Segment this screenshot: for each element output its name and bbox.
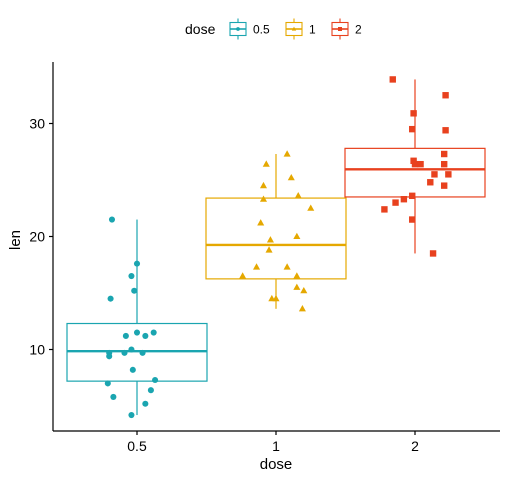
legend-title: dose (185, 21, 216, 37)
y-tick-label: 10 (29, 342, 45, 358)
data-point (440, 150, 448, 158)
group-2 (205, 150, 347, 312)
data-point (253, 263, 261, 270)
data-point (129, 366, 136, 373)
data-point (150, 329, 157, 336)
x-tick-label: 2 (411, 438, 419, 454)
legend-key-marker (338, 27, 342, 31)
data-point (409, 192, 416, 200)
data-point (442, 127, 449, 134)
group-3 (344, 76, 486, 257)
data-point (381, 206, 388, 213)
box (344, 147, 486, 198)
y-tick-label: 20 (29, 229, 45, 245)
data-point (257, 219, 265, 226)
legend: dose 0.5 1 2 (185, 18, 362, 40)
data-point (266, 236, 274, 243)
data-point (410, 157, 417, 164)
y-tick-label: 30 (29, 116, 45, 132)
data-point (440, 160, 448, 168)
legend-label: 1 (309, 23, 316, 37)
x-tick-label: 0.5 (127, 438, 147, 454)
data-point (283, 150, 291, 157)
data-point (409, 216, 416, 223)
data-point (287, 173, 295, 181)
data-point (307, 204, 315, 211)
data-point (293, 283, 301, 290)
data-point (283, 263, 291, 270)
data-point (427, 179, 434, 186)
data-point (142, 400, 149, 407)
x-axis-title: dose (260, 456, 293, 473)
data-point (106, 353, 113, 360)
data-point (431, 171, 438, 178)
legend-label: 0.5 (253, 23, 270, 37)
data-point (259, 195, 268, 202)
data-point (128, 412, 135, 419)
data-point (392, 199, 399, 206)
data-point (142, 332, 149, 339)
axes: 10 20 30 0.5 1 2 (29, 62, 500, 454)
legend-item-3: 2 (331, 18, 362, 40)
data-point (417, 160, 424, 168)
data-point (265, 246, 273, 253)
data-point (108, 216, 116, 223)
legend-label: 2 (355, 23, 362, 37)
data-point (128, 273, 135, 280)
data-point (389, 76, 396, 83)
data-point (409, 125, 416, 133)
data-point (300, 286, 308, 294)
data-point (107, 295, 114, 302)
legend-item-1: 0.5 (229, 18, 270, 40)
data-point (121, 349, 128, 356)
data-point (294, 192, 302, 199)
data-point (400, 196, 408, 203)
data-point (293, 272, 301, 279)
legend-item-2: 1 (285, 18, 316, 40)
data-point (298, 305, 306, 312)
data-point (445, 171, 452, 178)
data-point (429, 250, 437, 257)
data-point (259, 181, 268, 189)
data-point (440, 182, 448, 189)
box (205, 197, 347, 280)
data-point (152, 376, 159, 384)
data-point (128, 346, 135, 353)
x-tick-label: 1 (272, 438, 280, 454)
data-point (133, 329, 141, 336)
data-point (442, 92, 449, 99)
data-point (293, 232, 301, 240)
data-point (411, 160, 419, 168)
legend-key-marker (291, 26, 297, 31)
data-point (122, 332, 129, 339)
data-point (262, 160, 270, 167)
plot-area (66, 76, 486, 419)
data-point (239, 272, 247, 279)
y-axis-title: len (7, 230, 24, 250)
data-point (410, 110, 417, 117)
group-1 (66, 216, 208, 419)
data-point (131, 287, 138, 294)
data-point (110, 393, 117, 400)
data-point (133, 260, 141, 267)
legend-key-marker (236, 27, 240, 31)
data-point (268, 294, 276, 302)
data-point (139, 349, 146, 356)
data-point (147, 387, 154, 394)
data-point (104, 380, 111, 387)
